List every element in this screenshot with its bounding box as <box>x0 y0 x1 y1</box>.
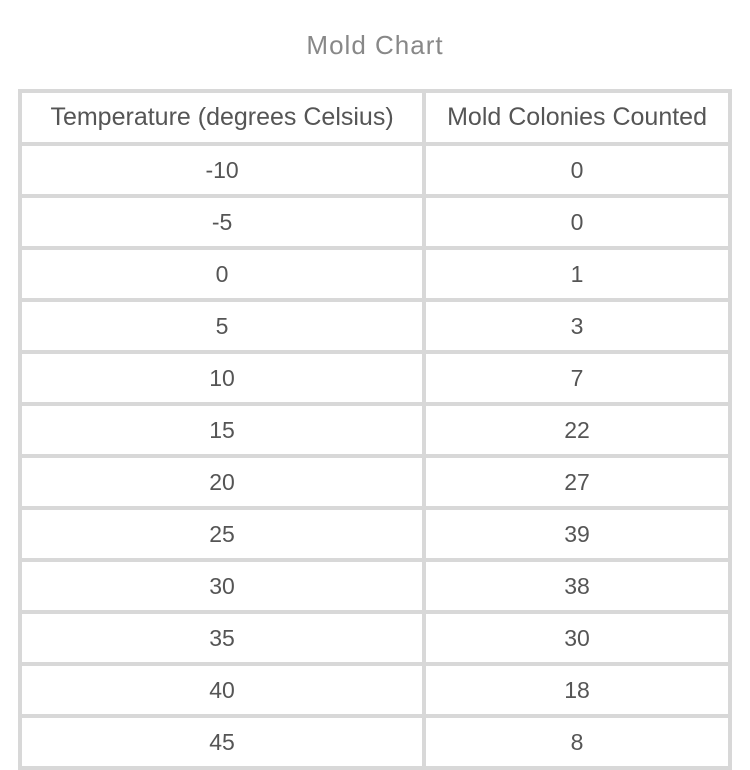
cell-colonies: 38 <box>426 562 728 610</box>
table-row: 15 22 <box>22 406 728 454</box>
table-body: -10 0 -5 0 0 1 5 3 10 7 15 22 20 27 25 3 <box>22 146 728 766</box>
table-row: 40 18 <box>22 666 728 714</box>
cell-temperature: 15 <box>22 406 422 454</box>
cell-temperature: 5 <box>22 302 422 350</box>
cell-temperature: 25 <box>22 510 422 558</box>
cell-colonies: 18 <box>426 666 728 714</box>
cell-temperature: 0 <box>22 250 422 298</box>
table-row: 25 39 <box>22 510 728 558</box>
cell-temperature: 10 <box>22 354 422 402</box>
chart-title: Mold Chart <box>18 30 732 61</box>
column-header-temperature: Temperature (degrees Celsius) <box>22 93 422 142</box>
cell-colonies: 8 <box>426 718 728 766</box>
table-row: 35 30 <box>22 614 728 662</box>
cell-temperature: 30 <box>22 562 422 610</box>
cell-colonies: 30 <box>426 614 728 662</box>
table-row: 0 1 <box>22 250 728 298</box>
cell-colonies: 1 <box>426 250 728 298</box>
table-row: 30 38 <box>22 562 728 610</box>
cell-colonies: 7 <box>426 354 728 402</box>
cell-colonies: 0 <box>426 146 728 194</box>
cell-colonies: 3 <box>426 302 728 350</box>
cell-temperature: 35 <box>22 614 422 662</box>
cell-temperature: 40 <box>22 666 422 714</box>
mold-data-table: Temperature (degrees Celsius) Mold Colon… <box>18 89 732 770</box>
cell-temperature: -10 <box>22 146 422 194</box>
table-row: -10 0 <box>22 146 728 194</box>
cell-colonies: 0 <box>426 198 728 246</box>
table-row: 20 27 <box>22 458 728 506</box>
column-header-colonies: Mold Colonies Counted <box>426 93 728 142</box>
table-row: 10 7 <box>22 354 728 402</box>
cell-temperature: 20 <box>22 458 422 506</box>
cell-colonies: 22 <box>426 406 728 454</box>
table-row: 45 8 <box>22 718 728 766</box>
cell-colonies: 27 <box>426 458 728 506</box>
cell-temperature: 45 <box>22 718 422 766</box>
table-row: 5 3 <box>22 302 728 350</box>
cell-temperature: -5 <box>22 198 422 246</box>
table-header-row: Temperature (degrees Celsius) Mold Colon… <box>22 93 728 142</box>
table-row: -5 0 <box>22 198 728 246</box>
cell-colonies: 39 <box>426 510 728 558</box>
